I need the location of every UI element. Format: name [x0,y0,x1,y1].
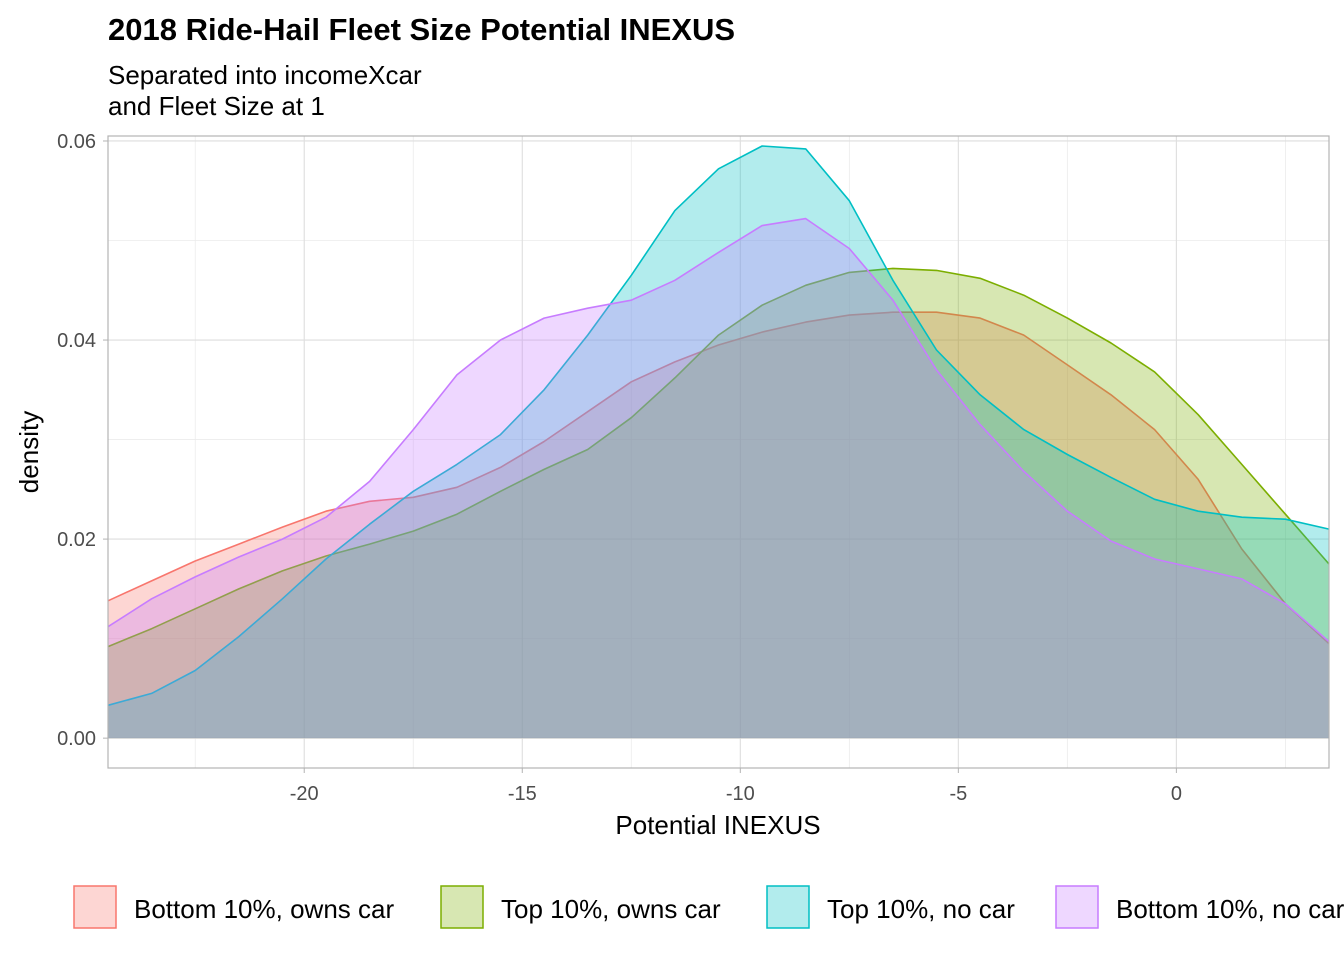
x-tick-label: -10 [726,783,755,805]
x-tick-label: 0 [1171,783,1182,805]
density-line [107,145,1330,707]
legend-key [1055,885,1099,929]
legend-key [440,885,484,929]
legend-label: Bottom 10%, owns car [134,894,394,924]
y-tick-label: 0.06 [57,131,96,153]
chart-subtitle-line-2: and Fleet Size at 1 [108,91,325,121]
legend-label: Bottom 10%, no car [1116,894,1344,924]
legend-label: Top 10%, owns car [501,894,721,924]
density-area [108,146,1329,739]
density-line [107,217,1330,643]
y-axis-label: density [14,411,44,493]
chart-subtitle-line-1: Separated into incomeXcar [108,60,422,90]
panel-border [107,135,1330,769]
grid-lines [108,136,1329,768]
x-tick-label: -5 [949,783,967,805]
x-axis-label: Potential INEXUS [615,810,820,840]
y-tick-label: 0.02 [57,529,96,551]
density-area [108,268,1329,739]
legend: Bottom 10%, owns car Top 10%, owns car Top… [73,885,1344,929]
legend-key [766,885,810,929]
density-line [107,311,1330,645]
legend-key [73,885,117,929]
density-areas [107,145,1330,739]
x-tick-label: -20 [290,783,319,805]
x-tick-label: -15 [508,783,537,805]
legend-label: Top 10%, no car [827,894,1015,924]
density-line [107,267,1330,648]
chart-title: 2018 Ride-Hail Fleet Size Potential INEX… [108,12,735,47]
y-tick-label: 0.04 [57,330,96,352]
density-area [108,218,1329,739]
axis-ticks: -20 -15 -10 -5 0 0.00 0.02 0.04 0.06 [57,131,1182,805]
density-area [108,312,1329,739]
y-tick-label: 0.00 [57,728,96,750]
